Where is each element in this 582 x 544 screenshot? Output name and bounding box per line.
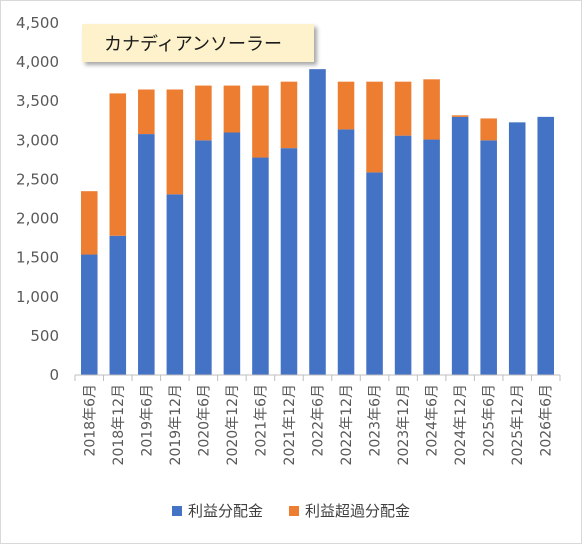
- x-tick-label: 2022年12月: [339, 384, 355, 465]
- legend-swatch-profit: [171, 505, 182, 516]
- x-tick-label: 2020年12月: [225, 384, 241, 465]
- bar-excess: [252, 85, 269, 158]
- x-tick-label: 2021年6月: [253, 384, 269, 457]
- bar-excess: [480, 118, 497, 141]
- x-tick-label: 2023年6月: [368, 384, 384, 457]
- bar-profit: [508, 122, 526, 375]
- bar-excess: [337, 81, 355, 130]
- bar-profit: [337, 129, 355, 375]
- legend-item-excess: 利益超過分配金: [289, 500, 410, 521]
- y-tick-label: 3,500: [16, 92, 59, 110]
- bar-profit: [480, 140, 497, 375]
- bar-excess: [80, 191, 98, 255]
- legend-swatch-excess: [289, 505, 299, 516]
- x-tick-label: 2019年12月: [168, 384, 184, 465]
- bar-excess: [138, 89, 155, 135]
- x-tick-label: 2018年12月: [111, 384, 127, 465]
- legend-label-excess: 利益超過分配金: [305, 502, 411, 520]
- bar-profit: [280, 148, 298, 375]
- x-tick-label: 2025年12月: [510, 384, 526, 465]
- bar-profit: [223, 132, 241, 375]
- bar-profit: [138, 134, 155, 375]
- y-tick-label: 2,000: [16, 210, 59, 228]
- bar-excess: [451, 115, 469, 117]
- legend: 利益分配金 利益超過分配金: [0, 500, 582, 521]
- bar-excess: [280, 81, 298, 149]
- x-tick-label: 2024年6月: [425, 384, 441, 457]
- x-tick-label: 2022年6月: [311, 384, 327, 457]
- bar-profit: [80, 254, 98, 375]
- x-tick-label: 2021年12月: [282, 384, 298, 465]
- y-tick-label: 2,500: [16, 170, 59, 188]
- chart-title: カナディアンソーラー: [104, 34, 283, 55]
- bar-profit: [423, 139, 440, 375]
- x-tick-label: 2020年6月: [196, 384, 212, 457]
- legend-label-profit: 利益分配金: [187, 502, 263, 520]
- bar-profit: [195, 140, 212, 375]
- bar-excess: [394, 81, 412, 136]
- bar-profit: [109, 235, 127, 375]
- x-tick-label: 2025年6月: [482, 384, 498, 457]
- y-tick-label: 4,500: [16, 14, 59, 32]
- bar-profit: [394, 135, 412, 375]
- x-axis: 2018年6月 2018年12月 2019年6月 2019年12月 2020年6月 202…: [74, 374, 561, 465]
- bar-excess: [166, 89, 184, 195]
- bar-excess: [423, 79, 440, 140]
- y-tick-label: 4,000: [16, 53, 59, 71]
- bar-group: [80, 69, 555, 375]
- bar-excess: [366, 81, 383, 173]
- bar-excess: [195, 85, 212, 141]
- bar-profit: [309, 69, 326, 375]
- bar-excess: [223, 85, 241, 133]
- bar-profit: [366, 172, 383, 375]
- x-tick-label: 2023年12月: [396, 384, 412, 465]
- x-tick-label: 2026年6月: [539, 384, 555, 457]
- x-tick-label: 2024年12月: [453, 384, 469, 465]
- x-tick-label: 2019年6月: [139, 384, 155, 457]
- bar-profit: [166, 194, 184, 375]
- legend-item-profit: 利益分配金: [171, 500, 263, 521]
- x-tick-label: 2018年6月: [82, 384, 98, 457]
- chart-title-box: カナディアンソーラー: [82, 24, 314, 62]
- y-tick-label: 500: [30, 327, 59, 345]
- y-tick-label: 1,000: [16, 288, 59, 306]
- y-axis: 0 500 1,000 1,500 2,000 2,500 3,000 3,500 4,000 4…: [16, 14, 59, 384]
- bar-profit: [451, 116, 469, 375]
- y-tick-label: 1,500: [16, 249, 59, 267]
- bar-profit: [537, 116, 555, 375]
- y-tick-label: 0: [49, 366, 59, 384]
- bar-excess: [109, 93, 127, 236]
- y-tick-label: 3,000: [16, 131, 59, 149]
- bar-profit: [252, 157, 269, 375]
